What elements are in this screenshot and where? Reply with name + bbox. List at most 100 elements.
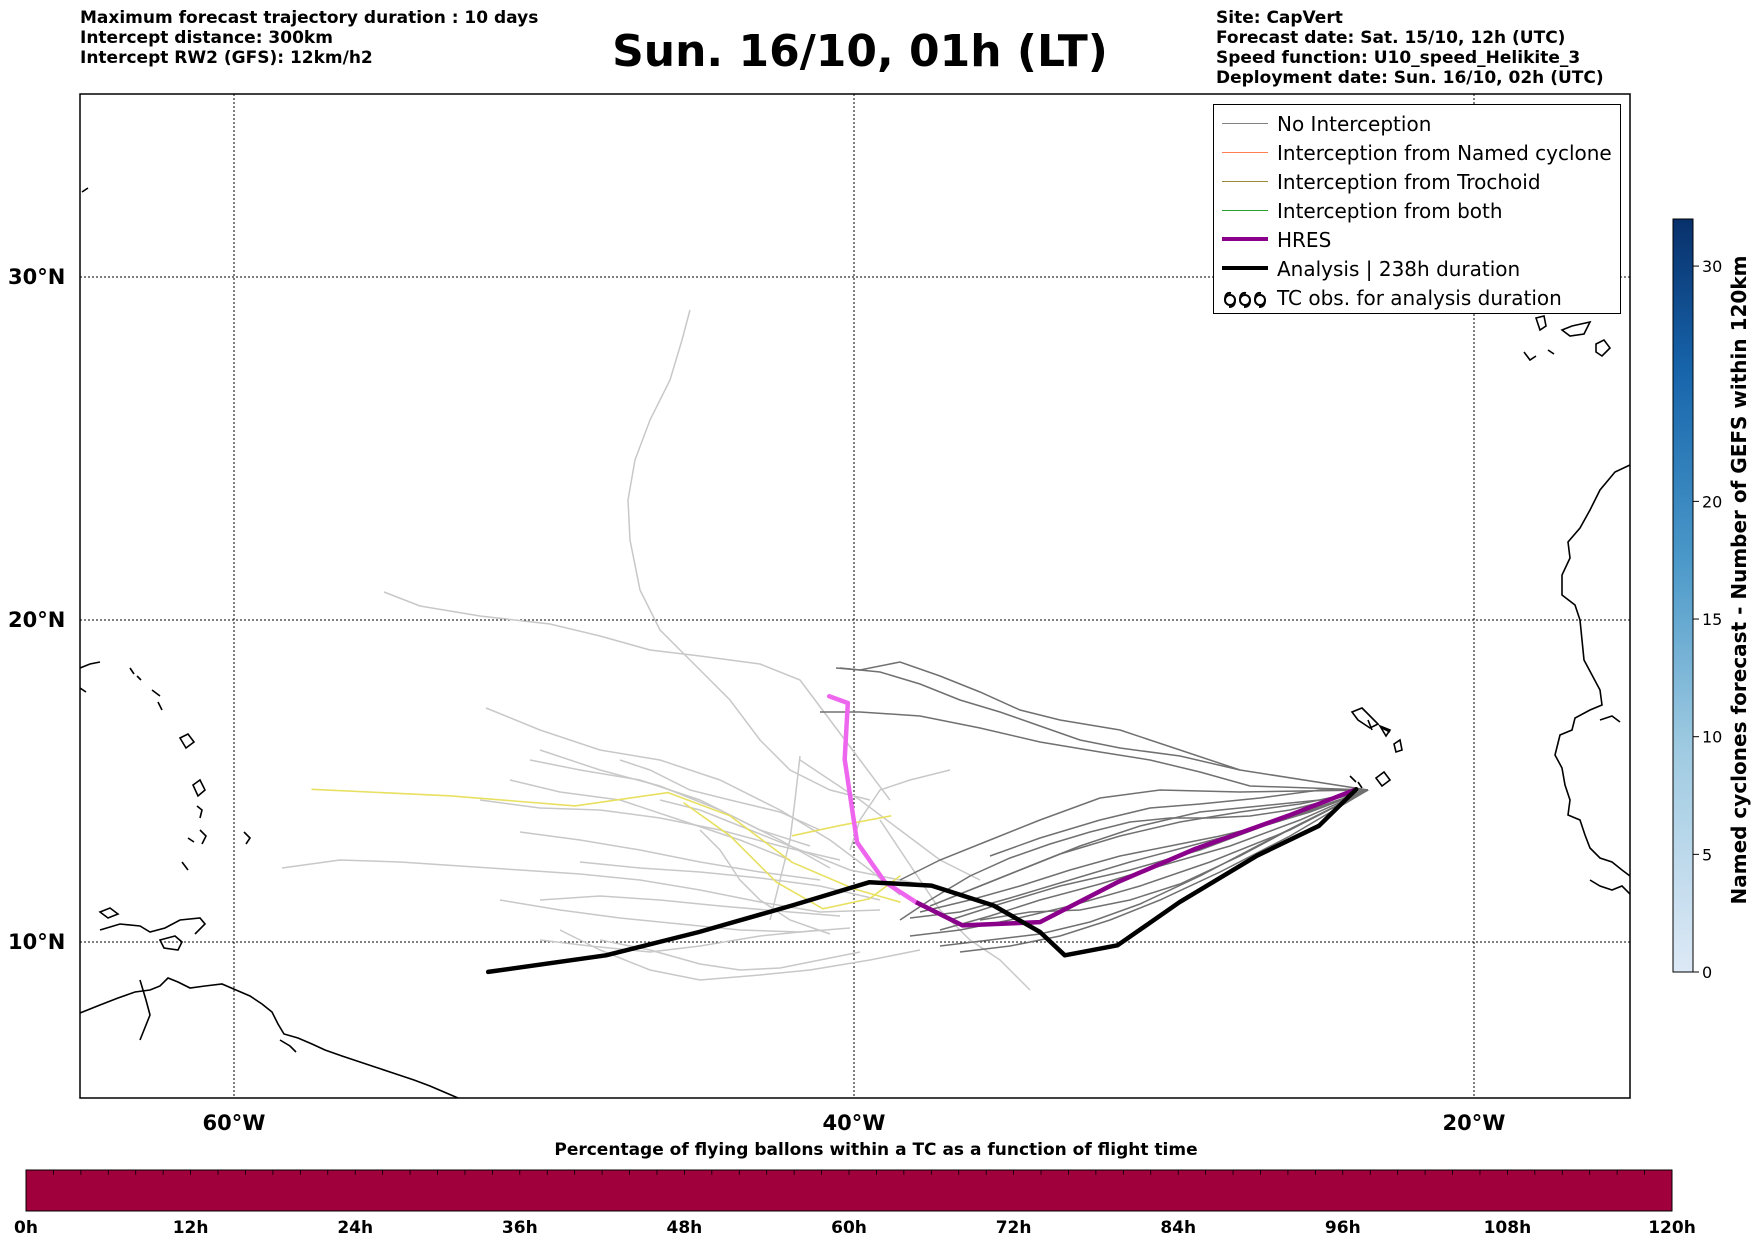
africa-coast — [1554, 464, 1630, 877]
flight-time-minor-ticks — [25, 1170, 1673, 1175]
legend-swatch — [1222, 181, 1268, 182]
header-right-info: Site: CapVert Forecast date: Sat. 15/10,… — [1216, 8, 1604, 88]
ensemble-track — [989, 789, 1368, 857]
ensemble-track — [529, 759, 811, 847]
cyclone-colorbar-label: Named cyclones forecast - Number of GEFS… — [1727, 255, 1751, 905]
legend-item-tc-obs: TC obs. for analysis duration — [1214, 283, 1620, 312]
cyclone-colorbar-tick-label: 15 — [1702, 610, 1722, 629]
cyclone-colorbar-tick-label: 0 — [1702, 963, 1712, 982]
lat-label-10n: 10°N — [8, 930, 65, 954]
flight-time-tick-label: 84h — [1160, 1218, 1196, 1238]
header-right-line: Forecast date: Sat. 15/10, 12h (UTC) — [1216, 28, 1566, 48]
ensemble-track — [839, 667, 1369, 791]
map-frame — [79, 93, 1631, 1099]
ensemble-track — [835, 661, 1241, 771]
ensemble-track — [899, 789, 1369, 921]
legend-swatch — [1222, 123, 1268, 124]
flight-time-tick-label: 60h — [831, 1218, 867, 1238]
flight-time-caption: Percentage of flying ballons within a TC… — [554, 1140, 1198, 1160]
legend-item-trochoid: Interception from Trochoid — [1214, 167, 1620, 196]
legend-label: Analysis | 238h duration — [1277, 257, 1521, 281]
ensemble-track — [627, 309, 871, 801]
legend-item-no-interception: No Interception — [1214, 109, 1620, 138]
cyclone-colorbar-tick-label: 5 — [1702, 845, 1712, 864]
legend-swatch — [1222, 210, 1268, 211]
ensemble-track — [519, 831, 821, 881]
ensemble-track — [509, 779, 791, 861]
legend-item-named-cyclone: Interception from Named cyclone — [1214, 138, 1620, 167]
legend-label: Interception from Trochoid — [1277, 170, 1541, 194]
ensemble-track — [909, 789, 1369, 919]
header-right-line: Site: CapVert — [1216, 8, 1343, 28]
lesser-antilles — [178, 732, 252, 871]
graticule — [80, 94, 1630, 1098]
legend-item-both: Interception from both — [1214, 196, 1620, 225]
yellow-track — [791, 815, 892, 837]
africa-coast-islands — [1589, 715, 1630, 895]
flight-time-tick-labels: 0h 12h 24h 36h 48h 60h 72h 84h 96h 108h 120h — [14, 1218, 1696, 1238]
analysis-track — [485, 787, 1359, 975]
ensemble-track — [799, 759, 981, 881]
lat-label-20n: 20°N — [8, 608, 65, 632]
header-left-info: Maximum forecast trajectory duration : 1… — [80, 8, 538, 68]
flight-time-tick-label: 120h — [1648, 1218, 1696, 1238]
caribbean-island — [98, 907, 120, 919]
lat-label-30n: 30°N — [8, 265, 65, 289]
caribbean-island — [139, 979, 151, 1041]
south-america-coast — [80, 977, 459, 1098]
lon-label-20w: 20°W — [1443, 1111, 1506, 1135]
legend-swatch — [1222, 152, 1268, 153]
header-left-line: Intercept distance: 300km — [80, 28, 333, 48]
flight-time-tick-label: 0h — [14, 1218, 38, 1238]
islands-north — [80, 187, 89, 693]
ensemble-track — [479, 799, 841, 861]
flight-time-tick-label: 96h — [1325, 1218, 1361, 1238]
header-right-line: Speed function: U10_speed_Helikite_3 — [1216, 48, 1581, 68]
flight-time-tick-label: 72h — [996, 1218, 1032, 1238]
ensemble-track — [820, 711, 1369, 791]
ensemble-tracks-dark — [820, 661, 1369, 953]
yellow-tracks — [311, 788, 901, 910]
flight-time-tick-label: 12h — [173, 1218, 209, 1238]
legend-swatch — [1222, 266, 1268, 270]
header-left-line: Maximum forecast trajectory duration : 1… — [80, 8, 539, 28]
venezuela-coast — [99, 917, 207, 935]
ensemble-tracks-light — [281, 309, 1031, 991]
flight-time-tick-label: 36h — [502, 1218, 538, 1238]
header-right-line: Deployment date: Sun. 16/10, 02h (UTC) — [1216, 68, 1604, 88]
ensemble-track — [919, 789, 1369, 913]
canary-islands — [1523, 315, 1612, 362]
ensemble-track — [849, 769, 951, 851]
ensemble-track — [949, 789, 1369, 899]
ensemble-track — [485, 707, 901, 896]
cyclone-colorbar-ticks: 30 20 15 10 5 0 — [1693, 257, 1722, 982]
cape-verde-islands — [1349, 707, 1403, 789]
lon-label-40w: 40°W — [823, 1111, 886, 1135]
flight-time-tick-label: 48h — [667, 1218, 703, 1238]
map-content — [80, 94, 1630, 1098]
ensemble-track — [539, 929, 821, 953]
ensemble-track — [959, 789, 1369, 953]
cyclone-colorbar-tick-label: 30 — [1702, 257, 1722, 276]
tc-symbol-icon — [1224, 291, 1266, 308]
legend-swatch — [1222, 237, 1268, 241]
ensemble-track — [383, 591, 891, 801]
header-left-line: Intercept RW2 (GFS): 12km/h2 — [80, 48, 373, 68]
puerto-rico-coast — [80, 661, 163, 711]
yellow-track — [683, 801, 901, 910]
caribbean-island — [279, 1039, 297, 1053]
ensemble-track — [979, 789, 1369, 921]
ensemble-track — [619, 759, 821, 831]
flight-time-tick-label: 24h — [337, 1218, 373, 1238]
flight-time-tick-label: 108h — [1484, 1218, 1532, 1238]
lon-label-60w: 60°W — [203, 1111, 266, 1135]
legend-label: No Interception — [1277, 112, 1432, 136]
flight-time-colorbar — [25, 1169, 1673, 1212]
yellow-track — [311, 788, 901, 903]
ensemble-track — [579, 861, 881, 901]
trinidad-coast — [158, 935, 183, 951]
legend-label: Interception from Named cyclone — [1277, 141, 1612, 165]
hres-track-late — [914, 787, 1358, 928]
legend-label: HRES — [1277, 228, 1332, 252]
